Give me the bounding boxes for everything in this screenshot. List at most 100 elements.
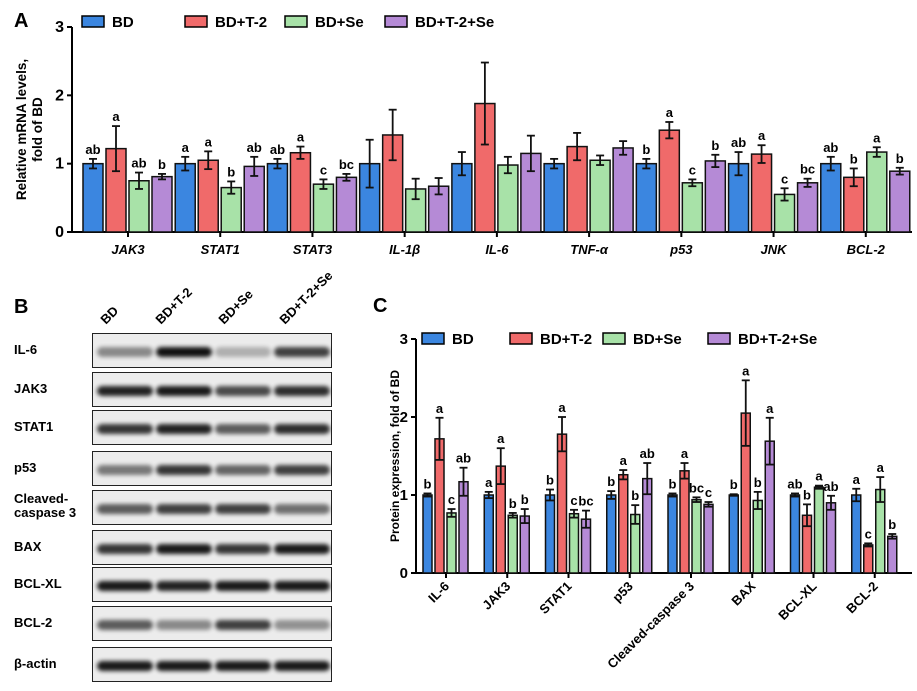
blot-row-label: IL-6 (14, 343, 88, 357)
c-significance-label: b (521, 492, 529, 507)
c-significance-label: a (742, 363, 750, 378)
c-bar (642, 477, 653, 574)
blot-band (97, 347, 153, 357)
blot-row-label: BCL-XL (14, 577, 88, 591)
c-bar (507, 514, 518, 574)
blot-band (156, 347, 212, 357)
c-y-tick-label: 0 (400, 565, 408, 582)
blot-band (215, 581, 271, 591)
blot-band (97, 661, 153, 671)
c-category-label: IL-6 (425, 579, 452, 606)
blot-row-label-line: STAT1 (14, 419, 54, 434)
c-significance-label: b (631, 488, 639, 503)
a-category-label: p53 (669, 242, 693, 257)
c-significance-label: a (766, 401, 774, 416)
c-category-label: p53 (609, 579, 635, 605)
c-significance-label: a (853, 472, 861, 487)
a-legend-swatch (184, 15, 208, 28)
blot-band (274, 661, 330, 671)
a-significance-label: c (320, 162, 327, 177)
western-blot-panel: B BD BD+T-2 BD+Se BD+T-2+Se IL-6 JAK3 STAT1 p53… (0, 0, 340, 691)
blot-row-label: BAX (14, 540, 88, 554)
c-significance-label: c (448, 492, 455, 507)
c-bar (618, 473, 629, 574)
a-category-label: BCL-2 (847, 242, 886, 257)
blot-band (215, 661, 271, 671)
c-bar (606, 494, 617, 574)
c-bar (728, 494, 739, 574)
blot-band (97, 620, 153, 630)
a-y-tick-label: 0 (55, 224, 64, 241)
blot-band (97, 581, 153, 591)
blot-strip (92, 451, 332, 486)
c-significance-label: c (705, 485, 712, 500)
blot-band (215, 620, 271, 630)
a-bar (750, 153, 773, 233)
a-legend-swatch (384, 15, 408, 28)
c-bar (556, 433, 568, 574)
c-significance-label: a (877, 460, 885, 475)
c-bar (691, 498, 702, 574)
blot-band (274, 544, 330, 554)
a-legend-swatch (81, 15, 105, 28)
a-significance-label: b (227, 164, 235, 179)
c-significance-label: b (803, 487, 811, 502)
c-bar (519, 515, 530, 574)
c-bar (667, 494, 678, 574)
a-significance-label: ab (85, 142, 100, 157)
blot-band (156, 465, 212, 475)
a-y-axis-label: Relative mRNA levels, (14, 59, 29, 200)
c-bar (434, 438, 445, 574)
c-significance-label: bc (689, 480, 704, 495)
blot-band (215, 465, 271, 475)
c-bar (483, 494, 494, 574)
c-category-label: BCL-XL (775, 578, 819, 622)
c-bar (544, 494, 556, 574)
blot-row-label: JAK3 (14, 382, 88, 396)
a-significance-label: ab (731, 135, 746, 150)
blot-band (215, 544, 271, 554)
blot-band (274, 504, 330, 514)
c-significance-label: b (509, 496, 517, 511)
c-bar (851, 494, 862, 574)
c-significance-label: a (497, 431, 505, 446)
blot-band (274, 347, 330, 357)
blot-strip (92, 410, 332, 445)
c-bar (752, 499, 763, 574)
blot-row-label-line: caspase 3 (14, 505, 77, 520)
blot-row-label: β-actin (14, 657, 88, 671)
c-significance-label: ab (456, 451, 471, 466)
blot-row-label: STAT1 (14, 420, 88, 434)
blot-row-label-line: JAK3 (14, 381, 48, 396)
a-significance-label: a (112, 109, 120, 124)
c-significance-label: ab (823, 479, 838, 494)
c-legend-swatch (421, 332, 445, 345)
blot-row-label: BCL-2 (14, 616, 88, 630)
c-y-tick-label: 3 (400, 331, 408, 348)
a-significance-label: ab (247, 140, 262, 155)
c-bar (580, 518, 592, 574)
a-significance-label: a (666, 105, 674, 120)
c-bar (887, 535, 898, 574)
a-y-tick-label: 1 (55, 156, 64, 173)
a-bar (658, 129, 681, 233)
blot-band (215, 424, 271, 434)
c-bar (495, 465, 506, 574)
a-significance-label: b (642, 142, 650, 157)
blot-band (215, 504, 271, 514)
a-significance-label: a (182, 140, 190, 155)
c-significance-label: b (754, 475, 762, 490)
c-bar (568, 512, 580, 574)
c-legend-label: BD+T-2+Se (738, 331, 817, 348)
blot-band (274, 620, 330, 630)
panel-b-letter: B (14, 296, 29, 318)
c-legend-swatch (509, 332, 533, 345)
c-bar (801, 514, 813, 574)
mrna-bar-chart: A 0 1 2 3 Relative mRNA levels, fold of BD BD B… (14, 10, 912, 257)
c-bar (825, 502, 837, 574)
c-legend-swatch (602, 332, 626, 345)
c-bar (422, 494, 433, 574)
c-category-label: BCL-2 (843, 579, 881, 617)
lane-label: BD (97, 303, 122, 327)
panel-a-letter: A (14, 10, 28, 32)
